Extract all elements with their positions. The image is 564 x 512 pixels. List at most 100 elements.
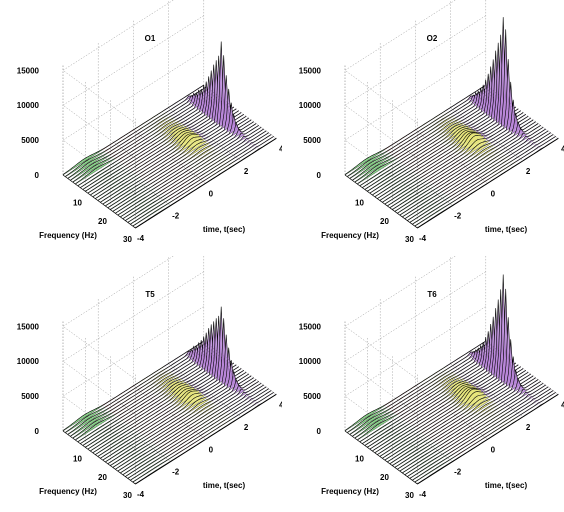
trace-29hz: [414, 391, 556, 483]
trace-22hz: [397, 379, 539, 470]
z-tick-label: 5000: [303, 392, 321, 401]
trace-6hz: [357, 345, 499, 441]
y-axis-label: Frequency (Hz): [321, 231, 379, 240]
x-tick-label: 0: [209, 445, 214, 454]
axes: [344, 138, 559, 229]
panel-o1: 0 5000 10000 15000 10 20 30 -4 -2 0 2 4 Frequency (H…: [0, 0, 282, 256]
trace-24hz: [120, 126, 262, 218]
trace-1hz: [344, 340, 486, 432]
trace-1hz: [62, 340, 204, 432]
x-tick-label: -2: [172, 468, 180, 477]
z-tick-label: 0: [317, 427, 322, 436]
trace-5hz: [354, 347, 496, 439]
trace-21hz: [112, 377, 254, 468]
tick-labels: 0 5000 10000 15000 10 20 30 -4 -2 0 2 4: [299, 322, 564, 500]
x-tick-label: 2: [526, 423, 531, 432]
y-axis-label: Frequency (Hz): [39, 231, 97, 240]
trace-19hz: [389, 356, 531, 465]
spectral-traces: [344, 17, 559, 229]
trace-3hz: [349, 88, 491, 179]
waterfall-plot-t5: 0 5000 10000 15000 10 20 30 -4 -2 0 2 4 Frequency (H…: [17, 256, 282, 500]
trace-26hz: [125, 386, 267, 477]
x-tick-label: -4: [419, 234, 427, 243]
y-tick-label: 30: [405, 491, 414, 500]
trace-25hz: [122, 384, 264, 476]
tick-labels: 0 5000 10000 15000 10 20 30 -4 -2 0 2 4: [17, 322, 282, 500]
axes: [62, 394, 277, 485]
trace-15hz: [97, 306, 239, 457]
x-tick-label: -4: [137, 234, 145, 243]
y-tick-label: 10: [73, 454, 82, 463]
trace-1hz: [62, 84, 204, 176]
z-tick-label: 10000: [299, 101, 322, 110]
z-tick-label: 5000: [21, 136, 39, 145]
z-tick-label: 15000: [299, 66, 322, 75]
x-tick-label: 2: [244, 423, 249, 432]
x-tick-label: -4: [419, 490, 427, 499]
trace-2hz: [347, 342, 489, 433]
trace-27hz: [127, 132, 269, 223]
z-tick-label: 0: [317, 171, 322, 180]
x-tick-label: 2: [526, 167, 531, 176]
z-tick-label: 0: [35, 171, 40, 180]
x-tick-label: -2: [454, 212, 462, 221]
y-tick-label: 30: [405, 235, 414, 244]
panel-o2: 0 5000 10000 15000 10 20 30 -4 -2 0 2 4 Frequency (H…: [282, 0, 564, 256]
axes: [62, 138, 277, 229]
x-axis-label: time, t(sec): [203, 481, 246, 490]
z-tick-label: 10000: [17, 101, 40, 110]
y-tick-label: 20: [98, 473, 107, 482]
y-axis-label: Frequency (Hz): [39, 487, 97, 496]
chart-title: T5: [145, 290, 155, 299]
spectral-traces: [344, 274, 559, 485]
waterfall-plot-o1: 0 5000 10000 15000 10 20 30 -4 -2 0 2 4 Frequency (H…: [17, 0, 282, 244]
trace-24hz: [402, 382, 544, 474]
x-tick-label: 4: [561, 400, 564, 409]
trace-20hz: [392, 369, 534, 466]
trace-25hz: [122, 128, 264, 220]
trace-13hz: [374, 42, 516, 198]
trace-11hz: [369, 59, 511, 194]
z-tick-label: 5000: [21, 392, 39, 401]
z-tick-label: 10000: [299, 357, 322, 366]
z-tick-label: 15000: [299, 322, 322, 331]
trace-29hz: [132, 391, 274, 483]
spectral-traces: [62, 306, 277, 485]
trace-2hz: [347, 86, 489, 177]
y-tick-label: 10: [355, 454, 364, 463]
trace-9hz: [364, 73, 506, 190]
z-tick-label: 15000: [17, 66, 40, 75]
trace-23hz: [399, 380, 541, 472]
spectral-traces: [62, 41, 277, 229]
trace-18hz: [105, 88, 247, 207]
trace-29hz: [132, 135, 274, 227]
x-tick-label: -2: [454, 468, 462, 477]
trace-18hz: [387, 81, 529, 207]
x-axis-label: time, t(sec): [203, 225, 246, 234]
trace-26hz: [407, 130, 549, 221]
x-tick-label: 0: [209, 189, 214, 198]
y-tick-label: 20: [98, 217, 107, 226]
panel-t5: 0 5000 10000 15000 10 20 30 -4 -2 0 2 4 Frequency (H…: [0, 256, 282, 512]
trace-3hz: [67, 88, 209, 179]
y-axis-label: Frequency (Hz): [321, 487, 379, 496]
x-axis-label: time, t(sec): [485, 225, 528, 234]
x-tick-label: 0: [491, 189, 496, 198]
trace-20hz: [110, 114, 252, 210]
x-tick-label: 4: [279, 400, 282, 409]
trace-27hz: [409, 132, 551, 223]
x-tick-label: -4: [137, 490, 145, 499]
trace-19hz: [107, 102, 249, 209]
z-tick-label: 10000: [17, 357, 40, 366]
trace-28hz: [412, 134, 554, 225]
trace-4hz: [70, 90, 212, 181]
trace-28hz: [412, 390, 554, 481]
trace-18hz: [105, 347, 247, 463]
trace-21hz: [112, 121, 254, 212]
panel-t6: 0 5000 10000 15000 10 20 30 -4 -2 0 2 4 Frequency (H…: [282, 256, 564, 512]
trace-26hz: [407, 386, 549, 477]
y-tick-label: 10: [355, 198, 364, 207]
trace-24hz: [120, 382, 262, 474]
y-tick-label: 30: [123, 491, 132, 500]
trace-22hz: [397, 123, 539, 214]
